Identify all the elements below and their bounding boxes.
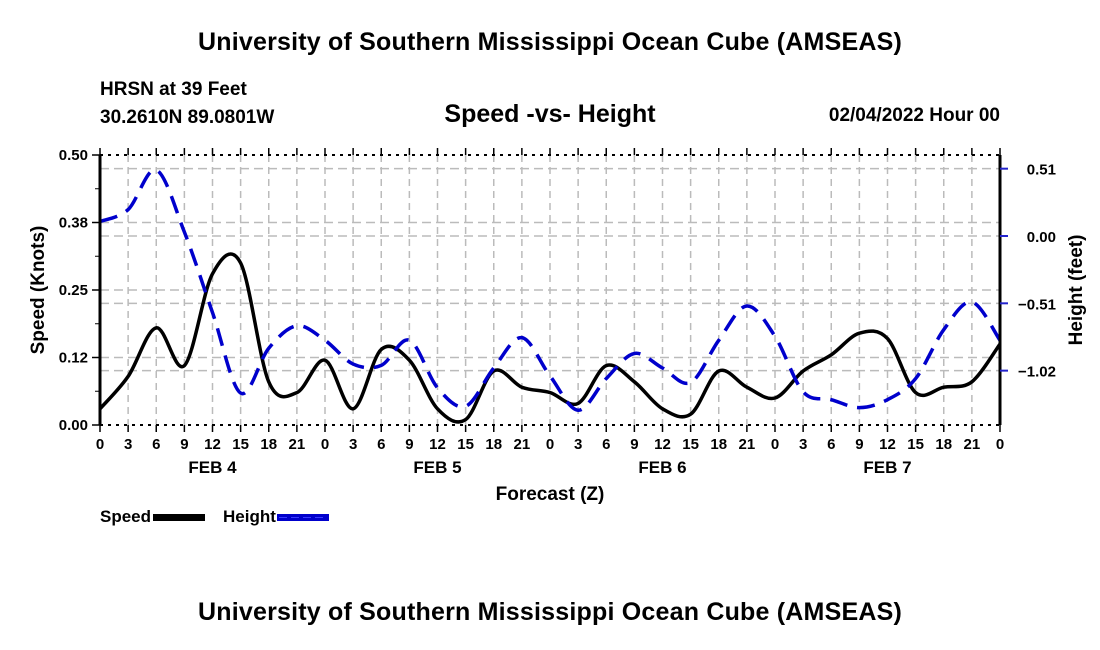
series-line-height <box>99 168 1002 412</box>
y-tick-label: 0.50 <box>59 147 88 164</box>
x-tick-label: 0 <box>771 436 779 453</box>
x-tick-label: 12 <box>879 436 896 453</box>
x-tick-label: 21 <box>289 436 306 453</box>
y-tick-label: 0.38 <box>59 215 88 232</box>
x-tick-label: 21 <box>739 436 756 453</box>
x-tick-label: 15 <box>907 436 924 453</box>
x-day-label: FEB 6 <box>638 458 686 477</box>
x-tick-label: 6 <box>827 436 835 453</box>
x-tick-label: 3 <box>799 436 807 453</box>
y2-tick-label: −1.02 <box>1018 364 1056 381</box>
y-axis-left-label: Speed (Knots) <box>28 226 49 355</box>
legend: Speed Height <box>100 507 347 527</box>
x-tick-label: 12 <box>204 436 221 453</box>
forecast-datestamp: 02/04/2022 Hour 00 <box>828 105 1000 126</box>
chart-title: Speed -vs- Height <box>444 100 656 128</box>
y-tick-label: 0.25 <box>59 282 88 299</box>
series-line-speed <box>98 252 1002 424</box>
x-tick-label: 9 <box>855 436 863 453</box>
y2-tick-label: 0.00 <box>1027 229 1056 246</box>
x-axis-label: Forecast (Z) <box>496 484 605 505</box>
x-tick-label: 9 <box>630 436 638 453</box>
y-axis-right: 0.51 0.00 −0.51 −1.02 <box>1000 162 1056 381</box>
x-tick-label: 6 <box>152 436 160 453</box>
x-tick-label: 12 <box>429 436 446 453</box>
y-axis-left: 0.00 0.12 0.25 0.38 0.50 <box>59 147 100 434</box>
x-tick-label: 3 <box>349 436 357 453</box>
x-tick-label: 0 <box>96 436 104 453</box>
y-axis-right-label: Height (feet) <box>1066 235 1087 346</box>
x-tick-label: 3 <box>574 436 582 453</box>
y2-tick-label: 0.51 <box>1027 162 1056 179</box>
series-layer <box>98 168 1002 424</box>
x-tick-label: 18 <box>260 436 277 453</box>
x-tick-label: 21 <box>514 436 531 453</box>
x-tick-label: 15 <box>232 436 249 453</box>
x-day-label: FEB 5 <box>413 458 461 477</box>
x-tick-label: 18 <box>485 436 502 453</box>
station-info: HRSN at 39 Feet 30.2610N 89.0801W <box>100 76 274 132</box>
x-tick-label: 18 <box>710 436 727 453</box>
legend-label-height: Height <box>223 507 276 526</box>
legend-label-speed: Speed <box>100 507 152 526</box>
y2-tick-label: −0.51 <box>1018 296 1056 313</box>
x-tick-label: 9 <box>180 436 188 453</box>
x-axis: 0 3 6 9 12 15 18 21 0 3 6 9 12 15 18 21 0 3 6 9 12 15 18 21 0 3 6 9… <box>96 148 1004 477</box>
x-day-label: FEB 7 <box>863 458 911 477</box>
legend-swatch-height <box>276 513 329 521</box>
legend-item-height: Height <box>223 507 329 527</box>
x-tick-label: 0 <box>321 436 329 453</box>
x-tick-label: 0 <box>546 436 554 453</box>
main-title: University of Southern Mississippi Ocean… <box>198 28 902 56</box>
x-tick-label: 15 <box>457 436 474 453</box>
x-tick-label: 6 <box>602 436 610 453</box>
legend-swatch-speed <box>153 513 206 521</box>
x-tick-label: 6 <box>377 436 385 453</box>
y-tick-label: 0.00 <box>59 417 88 434</box>
station-coordinates: 30.2610N 89.0801W <box>100 107 275 128</box>
legend-item-speed: Speed <box>100 507 206 527</box>
x-day-label: FEB 4 <box>188 458 237 477</box>
x-tick-label: 0 <box>996 436 1004 453</box>
y-tick-label: 0.12 <box>59 350 88 367</box>
x-tick-label: 12 <box>654 436 671 453</box>
station-name: HRSN at 39 Feet <box>100 79 247 100</box>
x-tick-label: 15 <box>682 436 699 453</box>
grid <box>100 155 1000 425</box>
x-tick-label: 18 <box>935 436 952 453</box>
x-tick-label: 3 <box>124 436 132 453</box>
footer-title: University of Southern Mississippi Ocean… <box>198 598 902 626</box>
x-tick-label: 21 <box>964 436 981 453</box>
x-tick-label: 9 <box>405 436 413 453</box>
